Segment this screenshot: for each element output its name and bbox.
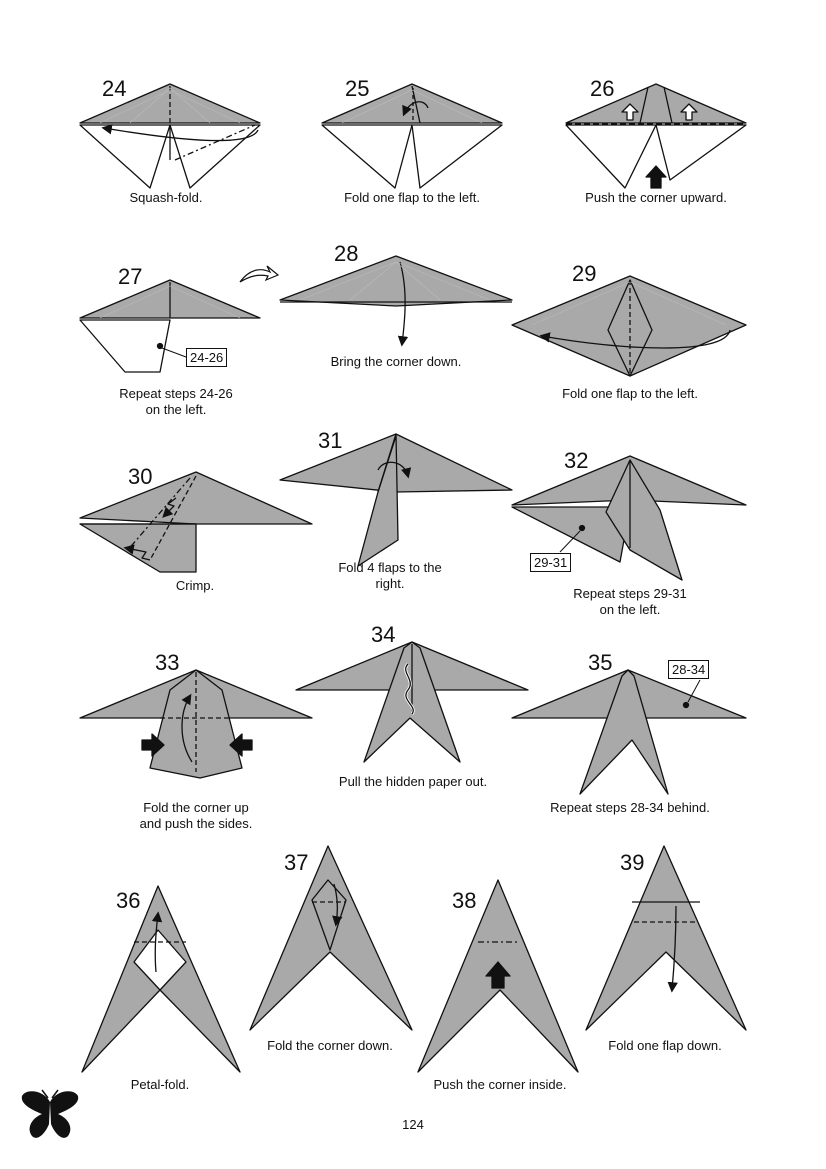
diagram-step-35 bbox=[511, 669, 747, 795]
reference-box-24-26: 24-26 bbox=[186, 348, 228, 367]
caption-step-37: Fold the corner down. bbox=[267, 1038, 393, 1053]
diagram-step-31 bbox=[279, 433, 513, 567]
caption-step-27-line-1: Repeat steps 24-26 bbox=[119, 386, 233, 401]
reference-box-29-31: 29-31 bbox=[530, 553, 572, 572]
caption-step-33-line-1: Fold the corner up bbox=[143, 800, 249, 815]
diagram-step-27 bbox=[79, 279, 261, 373]
caption-step-31-line-1: Fold 4 flaps to the bbox=[338, 560, 442, 575]
caption-step-39: Fold one flap down. bbox=[608, 1038, 722, 1053]
caption-step-30: Crimp. bbox=[175, 578, 215, 593]
diagram-step-36 bbox=[81, 885, 241, 1073]
step-number-27: 27 bbox=[118, 264, 143, 289]
step-number-38: 38 bbox=[452, 888, 477, 913]
caption-step-26: Push the corner upward. bbox=[585, 190, 727, 205]
reference-box-28-34: 28-34 bbox=[668, 660, 710, 679]
diagram-step-33 bbox=[79, 669, 313, 779]
diagram-step-30 bbox=[79, 471, 313, 573]
diagram-step-38 bbox=[417, 879, 579, 1073]
diagram-step-39 bbox=[585, 845, 747, 1031]
diagram-step-28 bbox=[279, 255, 513, 347]
step-number-26: 26 bbox=[590, 76, 615, 101]
step-number-24: 24 bbox=[102, 76, 127, 101]
diagram-step-26 bbox=[565, 83, 747, 189]
caption-step-28: Bring the corner down. bbox=[330, 354, 462, 369]
diagram-step-34 bbox=[295, 641, 529, 763]
step-number-35: 35 bbox=[588, 650, 613, 675]
caption-step-33: Fold the corner up and push the sides. bbox=[116, 800, 276, 832]
step-number-39: 39 bbox=[620, 850, 645, 875]
step-number-30: 30 bbox=[128, 464, 153, 489]
diagram-step-29 bbox=[511, 275, 747, 377]
step-number-32: 32 bbox=[564, 448, 589, 473]
diagram-step-37 bbox=[249, 845, 413, 1031]
step-number-31: 31 bbox=[318, 428, 343, 453]
caption-step-27: Repeat steps 24-26 on the left. bbox=[96, 386, 256, 418]
caption-step-31-line-2: right. bbox=[375, 576, 405, 591]
diagram-step-25 bbox=[321, 83, 503, 189]
caption-step-34: Pull the hidden paper out. bbox=[338, 774, 488, 789]
butterfly-icon bbox=[21, 1089, 79, 1138]
step-number-29: 29 bbox=[572, 261, 597, 286]
step-number-37: 37 bbox=[284, 850, 309, 875]
caption-step-32-line-1: Repeat steps 29-31 bbox=[573, 586, 687, 601]
caption-step-25: Fold one flap to the left. bbox=[344, 190, 480, 205]
caption-step-27-line-2: on the left. bbox=[145, 402, 207, 417]
diagram-step-32 bbox=[511, 455, 747, 581]
caption-step-32: Repeat steps 29-31 on the left. bbox=[550, 586, 710, 618]
caption-step-31: Fold 4 flaps to the right. bbox=[320, 560, 460, 592]
caption-step-29: Fold one flap to the left. bbox=[562, 386, 698, 401]
step-number-36: 36 bbox=[116, 888, 141, 913]
step-number-25: 25 bbox=[345, 76, 370, 101]
caption-step-36: Petal-fold. bbox=[130, 1077, 190, 1092]
caption-step-32-line-2: on the left. bbox=[599, 602, 661, 617]
turn-over-arrow bbox=[239, 265, 280, 283]
caption-step-38: Push the corner inside. bbox=[433, 1077, 567, 1092]
step-number-28: 28 bbox=[334, 241, 359, 266]
step-number-34: 34 bbox=[371, 622, 396, 647]
step-number-33: 33 bbox=[155, 650, 180, 675]
caption-step-35: Repeat steps 28-34 behind. bbox=[550, 800, 710, 815]
caption-step-24: Squash-fold. bbox=[129, 190, 203, 205]
page-number: 124 bbox=[402, 1117, 424, 1132]
caption-step-33-line-2: and push the sides. bbox=[139, 816, 253, 831]
diagram-step-24 bbox=[79, 83, 261, 189]
